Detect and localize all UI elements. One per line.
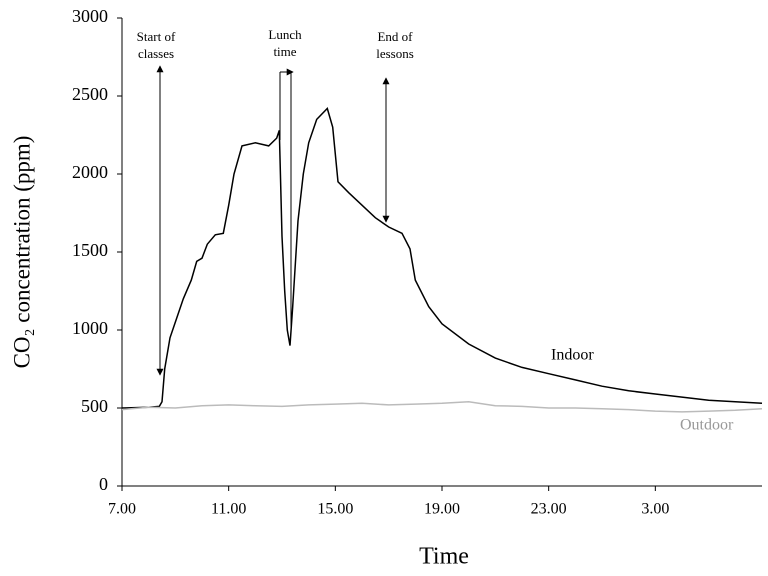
y-tick-label: 1000	[72, 318, 108, 338]
y-tick-label: 2000	[72, 162, 108, 182]
y-tick-label: 2500	[72, 84, 108, 104]
y-tick-label: 3000	[72, 6, 108, 26]
x-tick-label: 15.00	[317, 501, 353, 518]
x-tick-label: 19.00	[424, 501, 460, 518]
annotation: lessons	[376, 46, 414, 61]
x-tick-label: 23.00	[531, 501, 567, 518]
series-label: Indoor	[551, 347, 594, 364]
y-tick-label: 1500	[72, 240, 108, 260]
y-axis-title: CO₂ concentration (ppm)	[9, 136, 34, 369]
y-tick-label: 500	[81, 396, 108, 416]
x-axis-title: Time	[419, 544, 469, 570]
annotation: Start of	[137, 29, 176, 44]
x-tick-label: 11.00	[211, 501, 246, 518]
x-tick-label: 3.00	[641, 501, 669, 518]
x-tick-label: 7.00	[108, 501, 136, 518]
series-line	[121, 107, 763, 409]
annotation: time	[273, 44, 296, 59]
annotation: classes	[138, 46, 174, 61]
series-line	[121, 401, 763, 413]
series-label: Outdoor	[680, 417, 734, 434]
y-tick-label: 0	[99, 474, 108, 494]
annotation: End of	[377, 29, 413, 44]
annotation: Lunch	[268, 27, 302, 42]
